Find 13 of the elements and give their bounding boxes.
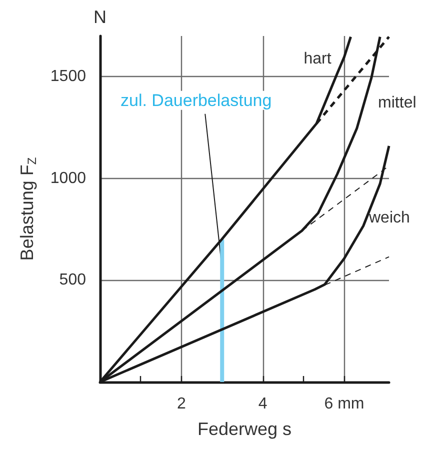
x-tick-label: 6 mm <box>324 396 364 412</box>
text: N <box>94 7 106 27</box>
series-label: hart <box>304 50 332 68</box>
y-tick-label: 1500 <box>50 68 86 86</box>
y-tick-label: 500 <box>59 272 86 289</box>
x-tick-label: 4 <box>258 396 268 412</box>
series-label: mittel <box>378 94 416 112</box>
series-label: weich <box>368 209 410 226</box>
annotation: zul. Dauerbelastung <box>120 90 272 110</box>
y-tick-label: 1000 <box>50 170 86 187</box>
y-axis-title: Belastung FZ <box>17 157 39 261</box>
x-tick-label: 2 <box>176 396 186 412</box>
x-axis-title: Federweg s <box>197 419 292 439</box>
